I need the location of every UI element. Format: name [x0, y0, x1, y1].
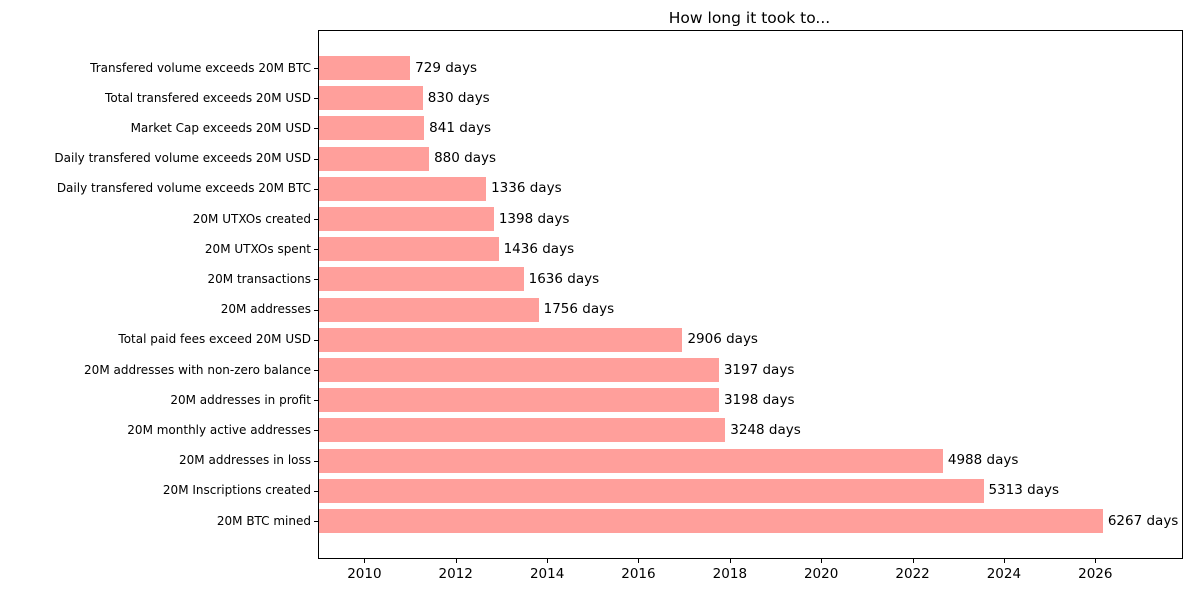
bar	[319, 86, 423, 111]
y-tick-label: 20M monthly active addresses	[127, 422, 311, 437]
x-tick-label: 2016	[621, 566, 656, 582]
y-tick-mark	[314, 158, 318, 160]
bar-value-label: 1756 days	[543, 301, 615, 318]
x-tick-mark	[821, 559, 823, 563]
y-tick-mark	[314, 128, 318, 130]
bar	[319, 267, 524, 292]
bar	[319, 388, 719, 413]
y-tick-mark	[314, 370, 318, 371]
y-tick-label: 20M BTC mined	[216, 513, 311, 528]
x-tick-label: 2018	[712, 566, 748, 582]
y-tick-mark	[314, 460, 318, 462]
y-tick-mark	[314, 219, 318, 220]
x-tick-label: 2020	[803, 566, 839, 582]
y-tick-mark	[314, 339, 318, 341]
bar	[319, 206, 494, 232]
plot-area: 729 days 830 days 841 days 880 days 1336 day…	[318, 30, 1183, 559]
y-tick-label: 20M addresses	[220, 302, 311, 317]
bar-value-label: 1398 days	[498, 210, 570, 227]
y-tick-mark	[314, 68, 318, 69]
y-tick-mark	[314, 309, 318, 311]
bar	[319, 297, 539, 322]
bar	[319, 176, 487, 201]
x-tick-label: 2024	[986, 566, 1022, 582]
x-tick-mark	[1095, 559, 1097, 563]
x-tick-label: 2014	[529, 566, 565, 582]
y-tick-mark	[314, 490, 318, 492]
bar-value-label: 880 days	[434, 150, 496, 167]
y-tick-label: 20M addresses in loss	[179, 453, 311, 468]
y-tick-mark	[314, 430, 318, 432]
bar-value-label: 830 days	[427, 89, 490, 106]
x-tick-mark	[455, 559, 457, 563]
y-tick-label: 20M addresses in profit	[170, 392, 311, 407]
bar	[319, 418, 726, 443]
bar	[319, 237, 499, 262]
bar-value-label: 3197 days	[723, 361, 795, 378]
bar-value-label: 1336 days	[491, 180, 562, 197]
bar-value-label: 729 days	[415, 59, 478, 76]
bar-value-label: 2906 days	[687, 331, 758, 348]
bar-value-label: 4988 days	[947, 452, 1019, 469]
bar	[319, 55, 411, 81]
x-tick-mark	[638, 559, 640, 563]
bar	[319, 357, 719, 383]
y-tick-label: 20M Inscriptions created	[162, 483, 311, 498]
y-tick-label: 20M transactions	[207, 271, 311, 286]
chart-title: How long it took to...	[668, 9, 831, 27]
y-tick-mark	[314, 249, 318, 251]
bar	[319, 116, 425, 141]
x-tick-label: 2026	[1078, 566, 1113, 582]
y-tick-mark	[314, 98, 318, 100]
y-tick-mark	[314, 279, 318, 281]
x-tick-mark	[729, 559, 731, 563]
bar	[319, 448, 943, 473]
x-tick-label: 2010	[347, 566, 382, 582]
x-tick-mark	[1003, 559, 1005, 563]
x-tick-label: 2012	[438, 566, 473, 582]
bar-value-label: 3198 days	[723, 391, 795, 408]
y-tick-label: Total paid fees exceed 20M USD	[118, 332, 311, 347]
x-tick-mark	[364, 559, 366, 563]
bar-value-label: 5313 days	[988, 482, 1060, 499]
bar-value-label: 1636 days	[528, 270, 600, 287]
y-tick-label: 20M UTXOs spent	[204, 241, 311, 256]
x-tick-label: 2022	[895, 566, 930, 582]
y-tick-label: Transfered volume exceeds 20M BTC	[90, 60, 311, 75]
y-tick-mark	[314, 521, 318, 522]
bar	[319, 327, 683, 352]
y-tick-label: Market Cap exceeds 20M USD	[130, 120, 311, 135]
y-tick-label: Daily transfered volume exceeds 20M BTC	[56, 181, 311, 196]
bar	[319, 478, 984, 503]
bar-value-label: 1436 days	[503, 240, 575, 257]
y-tick-mark	[314, 188, 318, 190]
x-tick-mark	[547, 559, 549, 563]
bar-value-label: 6267 days	[1107, 512, 1179, 529]
y-tick-label: Daily transfered volume exceeds 20M USD	[54, 151, 311, 166]
y-tick-label: 20M UTXOs created	[192, 211, 311, 226]
bar-value-label: 3248 days	[730, 421, 801, 438]
x-tick-mark	[912, 559, 914, 563]
y-tick-label: Total transfered exceeds 20M USD	[105, 90, 311, 105]
y-tick-label: 20M addresses with non-zero balance	[84, 362, 311, 377]
bar	[319, 508, 1103, 534]
bar-value-label: 841 days	[429, 119, 492, 136]
bar	[319, 146, 430, 171]
y-tick-mark	[314, 400, 318, 402]
